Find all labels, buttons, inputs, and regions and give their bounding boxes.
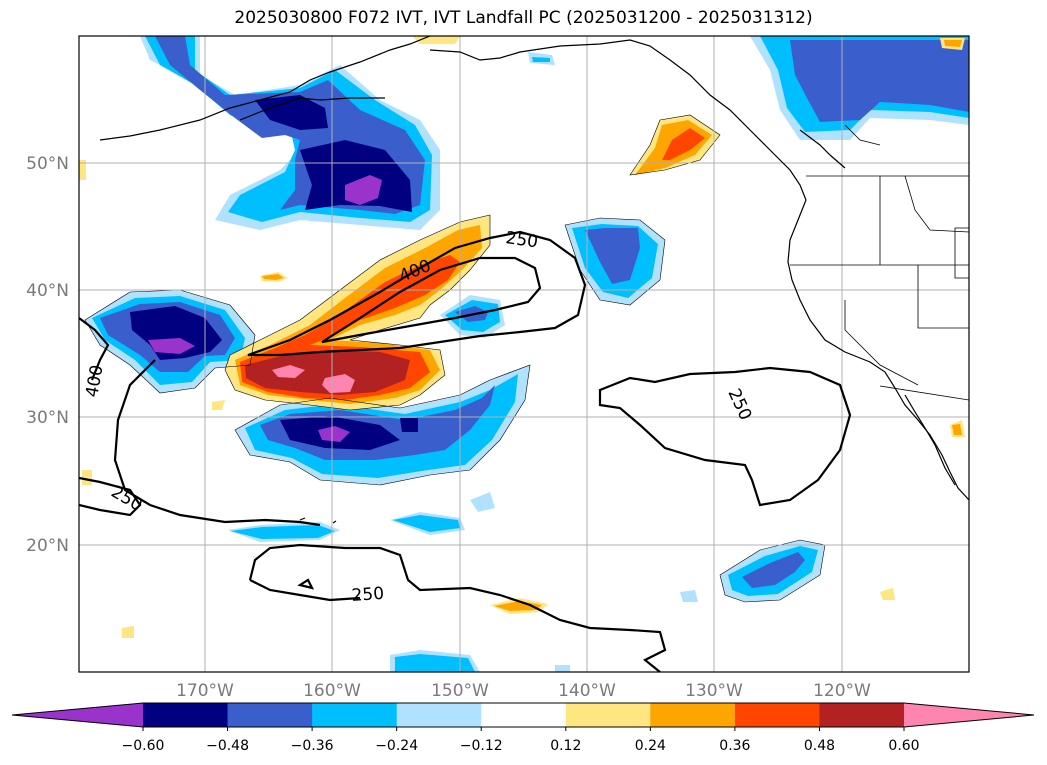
map-frame (78, 35, 970, 673)
lon-label-130w: 130°W (685, 681, 743, 701)
colorbar-segment (565, 703, 651, 727)
lon-label-140w: 140°W (558, 681, 616, 701)
colorbar-tick-label: −0.24 (375, 738, 418, 754)
colorbar-extend-low (12, 703, 143, 727)
political-borders (790, 124, 969, 401)
map-gridlines (79, 36, 969, 672)
colorbar: −0.60 −0.48 −0.36 −0.24 −0.12 0.12 0.24 … (11, 702, 1035, 754)
lat-label-40n: 40°N (26, 281, 69, 301)
latitude-labels: 20°N 30°N 40°N 50°N (26, 154, 69, 556)
lat-label-20n: 20°N (26, 536, 69, 556)
ivt-negative-dark-fill (130, 95, 418, 450)
colorbar-tick-label: −0.48 (206, 738, 249, 754)
colorbar-segment (227, 703, 313, 727)
colorbar-tick-label: 0.60 (888, 738, 919, 754)
colorbar-tick-label: 0.48 (804, 738, 835, 754)
contour-label-250-north: 250 (504, 228, 539, 252)
ivt-positive-max-fill (272, 365, 355, 393)
longitude-labels: 170°W 160°W 150°W 140°W 130°W 120°W (176, 681, 871, 701)
ivt-negative-min-fill (148, 175, 382, 442)
contour-label-250-south: 250 (351, 584, 385, 606)
map-title: 2025030800 F072 IVT, IVT Landfall PC (20… (234, 8, 813, 28)
colorbar-segment (819, 703, 905, 727)
lat-label-50n: 50°N (26, 154, 69, 174)
colorbar-tick-label: −0.36 (291, 738, 334, 754)
colorbar-segment (396, 703, 482, 727)
colorbar-segment (312, 703, 398, 727)
colorbar-segment (650, 703, 736, 727)
lat-label-30n: 30°N (26, 408, 69, 428)
colorbar-extend-high (904, 703, 1034, 727)
colorbar-tick-label: −0.60 (122, 738, 165, 754)
colorbar-segment (481, 703, 567, 727)
lon-label-120w: 120°W (813, 681, 871, 701)
ivt-contours (79, 230, 852, 672)
colorbar-tick-label: 0.24 (635, 738, 666, 754)
colorbar-segment (143, 703, 229, 727)
lon-label-170w: 170°W (176, 681, 234, 701)
map-plot-area: 250 400 400 250 250 250 (79, 36, 969, 672)
colorbar-segment (734, 703, 820, 727)
lon-label-150w: 150°W (431, 681, 489, 701)
colorbar-tick-label: −0.12 (460, 738, 503, 754)
ivt-positive-dark-fill (245, 350, 410, 395)
lon-label-160w: 160°W (303, 681, 361, 701)
colorbar-tick-label: 0.12 (550, 738, 581, 754)
colorbar-tick-label: 0.36 (719, 738, 750, 754)
colorbar-tick-labels: −0.60 −0.48 −0.36 −0.24 −0.12 0.12 0.24 … (122, 738, 920, 754)
colorbar-segments (11, 702, 1035, 731)
